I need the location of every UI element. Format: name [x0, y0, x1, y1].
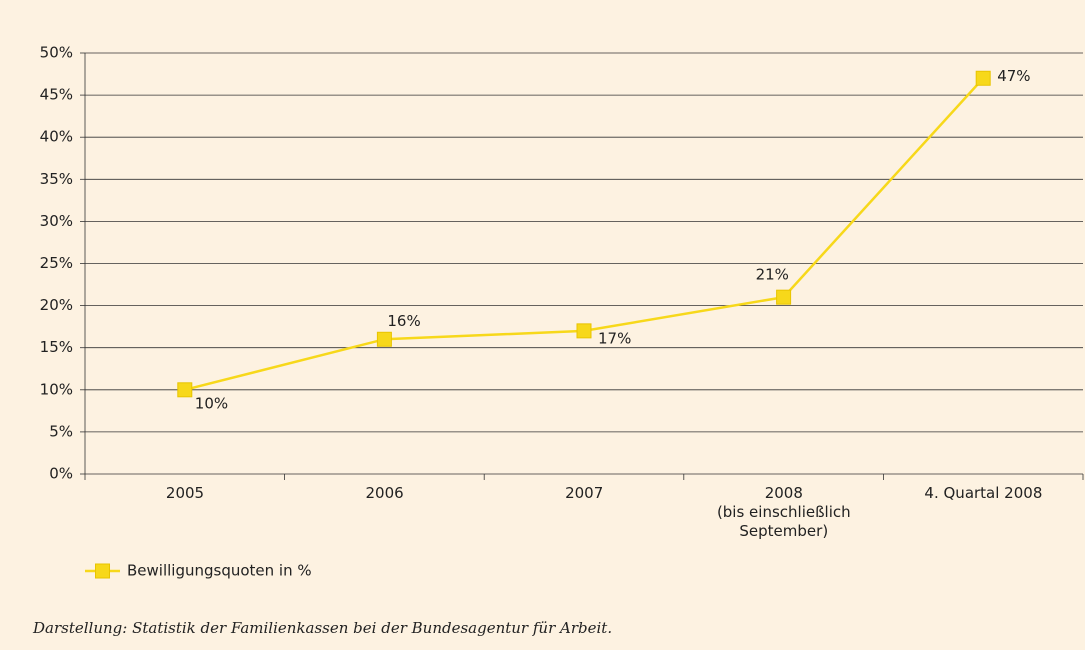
y-tick-label: 10% — [40, 380, 73, 398]
marker — [975, 70, 991, 86]
y-tick-label: 40% — [40, 128, 73, 146]
data-label: 47% — [997, 67, 1030, 85]
x-tick-label: 2005 — [165, 484, 205, 502]
x-tick-label: 4. Quartal 2008 — [924, 484, 1043, 502]
data-label: 21% — [756, 266, 789, 284]
y-tick-label: 30% — [40, 212, 73, 230]
y-tick-label: 35% — [40, 170, 73, 188]
legend-label: Bewilligungsquoten in % — [127, 562, 312, 580]
y-tick-label: 15% — [40, 338, 73, 356]
y-tick-label: 45% — [40, 86, 73, 104]
y-tick-label: 5% — [49, 422, 73, 440]
y-tick-label: 0% — [49, 465, 73, 483]
marker — [376, 331, 392, 347]
line — [184, 77, 985, 392]
y-tick-label: 25% — [40, 254, 73, 272]
data-label: 16% — [387, 312, 420, 330]
data-label: 10% — [195, 394, 228, 412]
source-note: Darstellung: Statistik der Familienkasse… — [33, 619, 613, 637]
x-tick-label: 2006 — [365, 484, 404, 502]
y-tick-label: 20% — [40, 296, 73, 314]
marker — [776, 289, 792, 305]
y-tick-label: 50% — [40, 44, 73, 62]
legend-marker — [95, 563, 110, 579]
marker — [177, 382, 193, 398]
marker — [576, 323, 592, 339]
x-tick-label: 2007 — [565, 484, 604, 502]
data-label: 17% — [598, 329, 631, 347]
x-tick-label: 2008 (bis einschließlich September) — [716, 484, 851, 540]
